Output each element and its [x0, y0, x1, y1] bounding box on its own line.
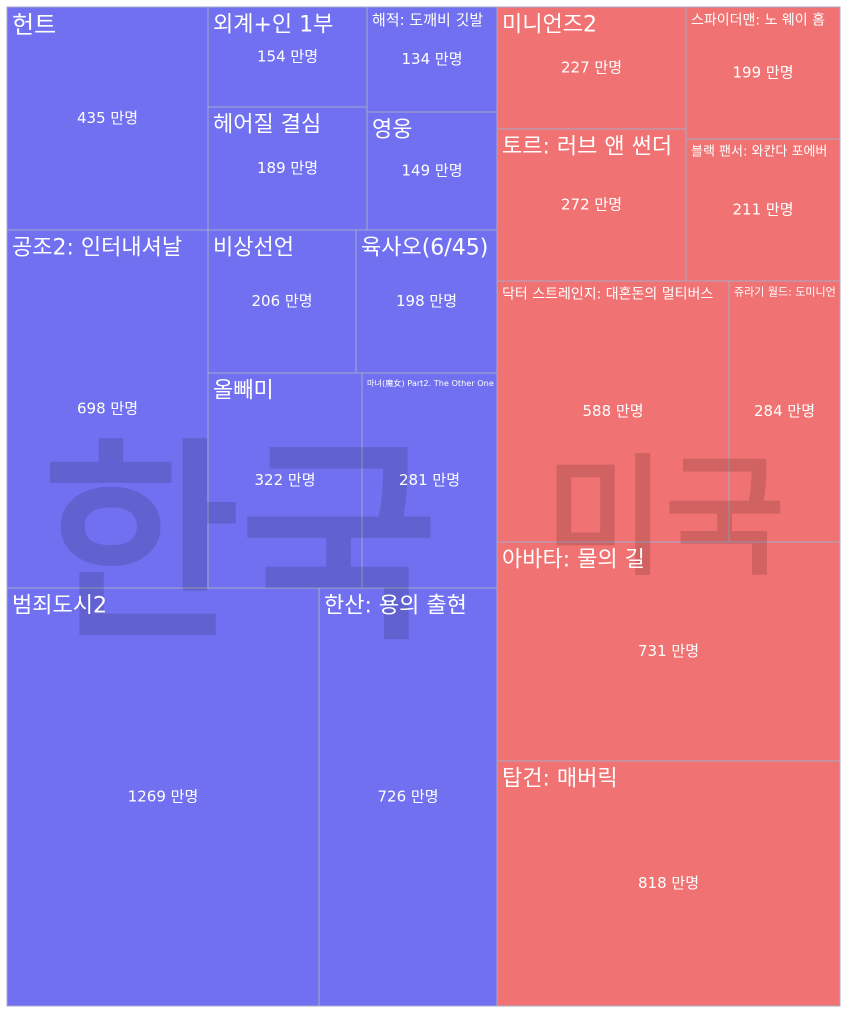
- cell-value-label: 1269 만명: [128, 788, 199, 806]
- treemap-cell: [496, 541, 841, 762]
- cell-category-label: 비상선언: [213, 235, 294, 260]
- cell-category-label: 영웅: [372, 117, 412, 142]
- cell-value-label: 227 만명: [561, 59, 622, 77]
- treemap-cell: [496, 760, 841, 1007]
- treemap-cell: [496, 280, 730, 543]
- cell-value-label: 435 만명: [77, 109, 138, 127]
- cell-category-label: 한산: 용의 출현: [324, 593, 467, 618]
- treemap-group-labels: 한국 미국: [42, 419, 784, 670]
- cell-category-label: 스파이더맨: 노 웨이 홈: [691, 12, 825, 28]
- cell-value-label: 322 만명: [255, 471, 316, 489]
- cell-category-label: 올빼미: [213, 378, 274, 403]
- cell-category-label: 마녀(魔女) Part2. The Other One: [367, 378, 494, 388]
- treemap-cell: [6, 587, 320, 1007]
- cell-category-label: 블랙 팬서: 와칸다 포에버: [691, 144, 827, 159]
- treemap-cell: [366, 6, 498, 113]
- cell-category-label: 쥬라기 월드: 도미니언: [734, 286, 836, 299]
- treemap-cell: [685, 6, 841, 140]
- cell-category-label: 닥터 스트레인지: 대혼돈의 멀티버스: [502, 286, 713, 302]
- cell-category-label: 아바타: 물의 길: [502, 547, 645, 572]
- cell-value-label: 206 만명: [252, 292, 313, 310]
- cell-value-label: 284 만명: [754, 402, 815, 420]
- cell-value-label: 726 만명: [378, 788, 439, 806]
- cell-value-label: 698 만명: [77, 400, 138, 418]
- treemap-cell: [6, 229, 209, 589]
- cell-category-label: 토르: 러브 앤 썬더: [502, 134, 672, 159]
- group-watermark-label: 미국: [545, 442, 784, 594]
- group-watermark-label: 한국: [42, 419, 438, 670]
- cell-value-label: 199 만명: [733, 64, 794, 82]
- treemap-cell: [207, 106, 368, 231]
- treemap-cell: [361, 372, 498, 589]
- cell-category-label: 헌트: [12, 11, 56, 39]
- treemap-cell: [6, 6, 209, 231]
- cell-category-label: 범죄도시2: [12, 593, 107, 618]
- cell-category-label: 해적: 도깨비 깃발: [372, 11, 483, 29]
- cell-value-label: 198 만명: [396, 292, 457, 310]
- cell-value-label: 588 만명: [583, 402, 644, 420]
- treemap-cell: [728, 280, 841, 543]
- cell-category-label: 육사오(6/45): [361, 235, 488, 260]
- treemap-cell: [207, 6, 368, 108]
- treemap-cell: [207, 229, 357, 374]
- treemap-cell: [207, 372, 363, 589]
- cell-value-label: 818 만명: [638, 874, 699, 892]
- treemap-labels: 헌트 435 만명 외계+인 1부 154 만명 해적: 도깨비 깃발 134 만명헤어질…: [12, 11, 836, 892]
- cell-value-label: 134 만명: [402, 50, 463, 68]
- cell-category-label: 외계+인 1부: [213, 12, 333, 37]
- cell-value-label: 149 만명: [402, 162, 463, 180]
- treemap-cell: [496, 6, 687, 130]
- treemap-cell: [318, 587, 498, 1007]
- cell-value-label: 154 만명: [257, 48, 318, 66]
- cell-value-label: 281 만명: [399, 471, 460, 489]
- treemap-cells: [6, 6, 841, 1007]
- cell-value-label: 731 만명: [638, 642, 699, 660]
- cell-category-label: 공조2: 인터내셔날: [12, 235, 182, 260]
- cell-category-label: 헤어질 결심: [213, 112, 321, 137]
- treemap-cell: [685, 138, 841, 282]
- cell-category-label: 탑건: 매버릭: [502, 766, 618, 791]
- cell-value-label: 211 만명: [733, 201, 794, 219]
- cell-value-label: 189 만명: [257, 159, 318, 177]
- cell-category-label: 미니언즈2: [502, 12, 597, 37]
- treemap-cell: [355, 229, 498, 374]
- cell-value-label: 272 만명: [561, 196, 622, 214]
